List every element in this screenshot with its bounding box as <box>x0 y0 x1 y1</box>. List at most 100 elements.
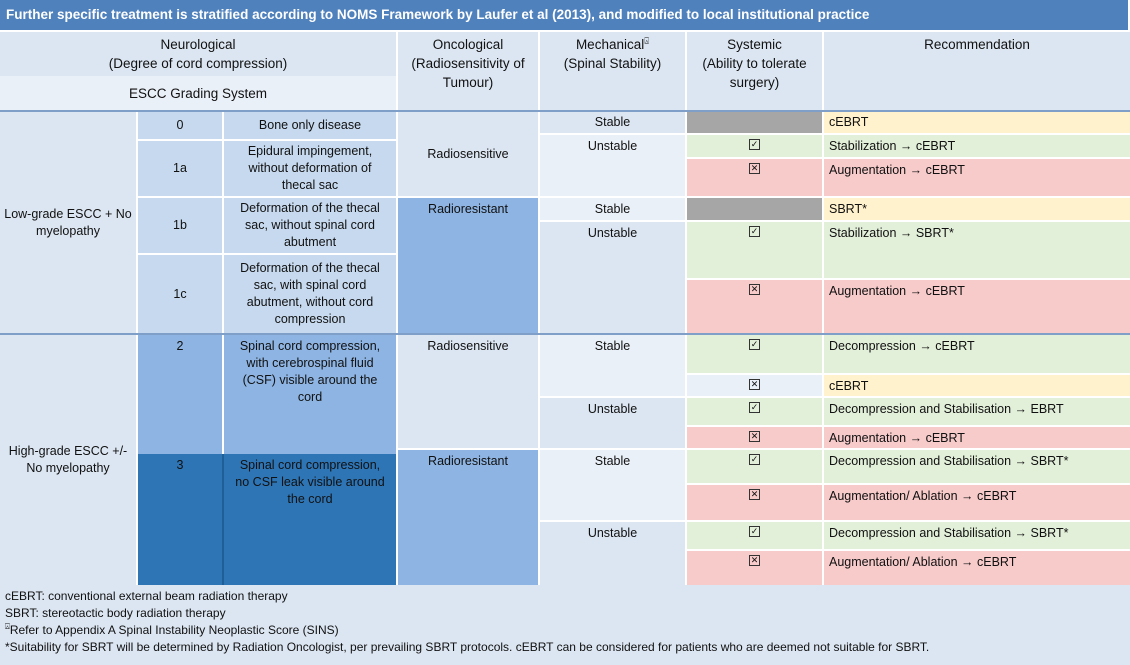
header-sys-line3: surgery) <box>729 75 780 90</box>
checkbox-crossed-icon: ✕ <box>749 555 760 566</box>
recommendation: Augmentation/ Ablation → cEBRT <box>824 485 1130 520</box>
recommendation: Augmentation → cEBRT <box>824 427 1130 448</box>
systemic-no: ✕ <box>687 427 822 448</box>
onco-radioresistant: Radioresistant <box>398 450 538 585</box>
recommendation: Augmentation/ Ablation → cEBRT <box>824 551 1130 585</box>
footnote-suitability: *Suitability for SBRT will be determined… <box>5 640 930 654</box>
grade-description-text: Epidural impingement, without deformatio… <box>247 144 373 192</box>
checkbox-crossed-icon: ✕ <box>749 163 760 174</box>
systemic-yes: ✓ <box>687 135 822 157</box>
footnote-sins: ⍓Refer to Appendix A Spinal Instability … <box>5 622 339 638</box>
divider <box>0 110 1130 112</box>
recommendation: Decompression and Stabilisation → SBRT* <box>824 522 1130 549</box>
systemic-no: ✕ <box>687 159 822 196</box>
group-low-grade: Low-grade ESCC + No myelopathy <box>0 112 136 333</box>
checkbox-crossed-icon: ✕ <box>749 431 760 442</box>
systemic-yes: ✓ <box>687 450 822 483</box>
recommendation: Decompression and Stabilisation → SBRT* <box>824 450 1130 483</box>
grade-description: Deformation of the thecal sac, with spin… <box>224 255 396 333</box>
systemic-no: ✕ <box>687 375 822 396</box>
recommendation: SBRT* <box>824 198 1130 220</box>
grade-description-text: Deformation of the thecal sac, without s… <box>240 201 380 249</box>
header-onco-line3: Tumour) <box>442 75 494 90</box>
header-systemic: Systemic (Ability to tolerate surgery) <box>687 32 822 110</box>
systemic-no: ✕ <box>687 280 822 333</box>
onco-radiosensitive: Radiosensitive <box>398 112 538 196</box>
systemic-no: ✕ <box>687 551 822 585</box>
group-high-label: High-grade ESCC +/- No myelopathy <box>8 444 128 475</box>
header-mech-line1: Mechanical <box>575 37 645 52</box>
sins-reference-icon: ⍓ <box>644 36 650 46</box>
checkbox-crossed-icon: ✕ <box>749 489 760 500</box>
grade-description: Epidural impingement, without deformatio… <box>224 141 396 196</box>
recommendation: Augmentation → cEBRT <box>824 280 1130 333</box>
checkbox-checked-icon: ✓ <box>749 526 760 537</box>
recommendation: Decompression → cEBRT <box>824 335 1130 373</box>
recommendation: cEBRT <box>824 112 1130 133</box>
onco-radiosensitive: Radiosensitive <box>398 335 538 448</box>
divider <box>0 333 1130 335</box>
grade-code: 0 <box>138 112 222 139</box>
header-sys-line2: (Ability to tolerate <box>702 56 807 71</box>
systemic-no: ✕ <box>687 485 822 520</box>
header-sys-line1: Systemic <box>727 37 782 52</box>
footnote-sins-text: Refer to Appendix A Spinal Instability N… <box>9 623 339 637</box>
mech-unstable: Unstable <box>540 398 685 448</box>
recommendation: cEBRT <box>824 375 1130 396</box>
footnote-sbrt: SBRT: stereotactic body radiation therap… <box>5 606 226 620</box>
checkbox-crossed-icon: ✕ <box>749 379 760 390</box>
systemic-yes: ✓ <box>687 522 822 549</box>
header-mech-line2: (Spinal Stability) <box>563 56 662 71</box>
header-neuro-line1: Neurological <box>160 37 236 52</box>
systemic-not-applicable <box>687 112 822 133</box>
grade-description: Spinal cord compression, with cerebrospi… <box>224 335 396 454</box>
checkbox-checked-icon: ✓ <box>749 226 760 237</box>
header-mechanical: Mechanical⍓ (Spinal Stability) <box>540 32 685 110</box>
recommendation: Decompression and Stabilisation → EBRT <box>824 398 1130 425</box>
recommendation: Augmentation → cEBRT <box>824 159 1130 196</box>
grade-code: 3 <box>138 454 222 585</box>
header-recommendation: Recommendation <box>824 32 1130 110</box>
grade-code: 2 <box>138 335 222 454</box>
mech-stable: Stable <box>540 450 685 520</box>
grade-description: Spinal cord compression, no CSF leak vis… <box>224 454 396 585</box>
recommendation: Stabilization → SBRT* <box>824 222 1130 278</box>
onco-radioresistant: Radioresistant <box>398 198 538 333</box>
mech-stable: Stable <box>540 335 685 396</box>
checkbox-checked-icon: ✓ <box>749 402 760 413</box>
recommendation: Stabilization → cEBRT <box>824 135 1130 157</box>
grade-description-text: Deformation of the thecal sac, with spin… <box>240 261 380 326</box>
grade-description: Deformation of the thecal sac, without s… <box>224 198 396 253</box>
mech-stable: Stable <box>540 112 685 133</box>
grade-description-text: Spinal cord compression, with cerebrospi… <box>239 339 381 404</box>
header-onco-line2: (Radiosensitivity of <box>411 56 525 71</box>
checkbox-crossed-icon: ✕ <box>749 284 760 295</box>
mech-unstable: Unstable <box>540 222 685 333</box>
grade-code: 1a <box>138 141 222 196</box>
systemic-not-applicable <box>687 198 822 220</box>
mech-unstable: Unstable <box>540 522 685 585</box>
footnote-cebrt: cEBRT: conventional external beam radiat… <box>5 589 288 603</box>
mech-stable: Stable <box>540 198 685 220</box>
grade-description-text: Spinal cord compression, no CSF leak vis… <box>235 458 385 506</box>
mech-unstable: Unstable <box>540 135 685 196</box>
checkbox-checked-icon: ✓ <box>749 454 760 465</box>
header-escc-grading: ESCC Grading System <box>0 76 396 110</box>
grade-code: 1c <box>138 255 222 333</box>
grade-description-text: Bone only disease <box>258 118 362 132</box>
header-neuro-line2: (Degree of cord compression) <box>108 56 288 71</box>
sins-reference-icon: ⍓ <box>5 622 10 631</box>
header-onco-line1: Oncological <box>432 37 504 52</box>
grade-code: 1b <box>138 198 222 253</box>
table-title: Further specific treatment is stratified… <box>0 0 1128 30</box>
footnotes: cEBRT: conventional external beam radiat… <box>0 585 1130 665</box>
group-high-grade: High-grade ESCC +/- No myelopathy <box>0 335 136 585</box>
systemic-yes: ✓ <box>687 335 822 373</box>
checkbox-checked-icon: ✓ <box>749 139 760 150</box>
checkbox-checked-icon: ✓ <box>749 339 760 350</box>
group-low-label: Low-grade ESCC + No myelopathy <box>4 206 132 238</box>
systemic-yes: ✓ <box>687 398 822 425</box>
grade-description: Bone only disease <box>224 112 396 139</box>
systemic-yes: ✓ <box>687 222 822 278</box>
header-oncological: Oncological (Radiosensitivity of Tumour) <box>398 32 538 110</box>
